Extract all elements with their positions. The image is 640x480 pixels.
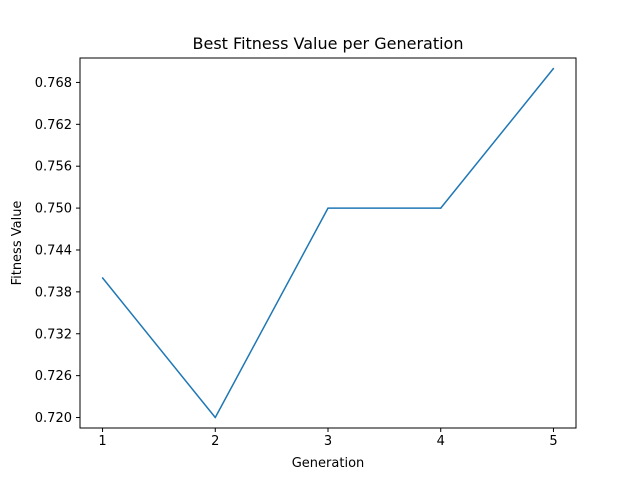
x-tick-label: 3 — [324, 434, 332, 449]
y-tick-label: 0.744 — [35, 243, 72, 258]
series-layer — [101, 67, 555, 419]
y-tick-label: 0.762 — [35, 118, 72, 133]
series-line — [101, 68, 555, 419]
data-point — [101, 277, 104, 279]
x-tick-label: 1 — [98, 434, 106, 449]
data-point — [327, 207, 329, 209]
axis-ticks: 1 2 3 4 5 0.720 0.726 0.732 0.738 0.744 0.750 0.756… — [35, 76, 558, 449]
chart-title: Best Fitness Value per Generation — [193, 34, 464, 53]
x-tick-label: 5 — [549, 434, 557, 449]
y-tick-label: 0.756 — [35, 160, 72, 175]
y-tick-label: 0.738 — [35, 285, 72, 300]
data-point — [439, 207, 442, 209]
y-tick-label: 0.732 — [35, 327, 72, 342]
y-axis-label: Fitness Value — [10, 201, 25, 286]
x-axis-label: Generation — [292, 456, 365, 471]
y-tick-label: 0.768 — [35, 76, 72, 91]
x-tick-label: 4 — [437, 434, 445, 449]
data-point — [214, 416, 217, 419]
y-tick-label: 0.750 — [35, 202, 72, 217]
plot-area-frame — [79, 57, 577, 429]
data-point — [552, 67, 555, 70]
y-tick-label: 0.726 — [35, 369, 72, 384]
x-tick-label: 2 — [211, 434, 219, 449]
y-tick-label: 0.720 — [35, 411, 72, 426]
